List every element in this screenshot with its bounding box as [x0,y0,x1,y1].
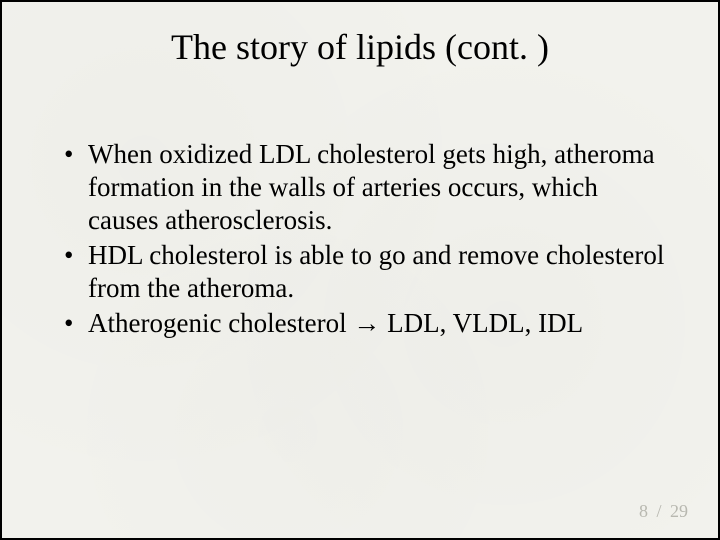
page-separator: / [656,501,661,521]
page-total: 29 [670,501,688,521]
slide-title: The story of lipids (cont. ) [42,26,678,68]
page-current: 8 [639,501,648,521]
slide-container: The story of lipids (cont. ) When oxidiz… [0,0,720,540]
page-indicator: 8 / 29 [639,501,688,522]
bullet-item: When oxidized LDL cholesterol gets high,… [60,138,668,237]
bullet-list: When oxidized LDL cholesterol gets high,… [60,138,668,340]
bullet-item: HDL cholesterol is able to go and remove… [60,239,668,305]
slide-body: When oxidized LDL cholesterol gets high,… [42,138,678,340]
bullet-item: Atherogenic cholesterol → LDL, VLDL, IDL [60,307,668,340]
